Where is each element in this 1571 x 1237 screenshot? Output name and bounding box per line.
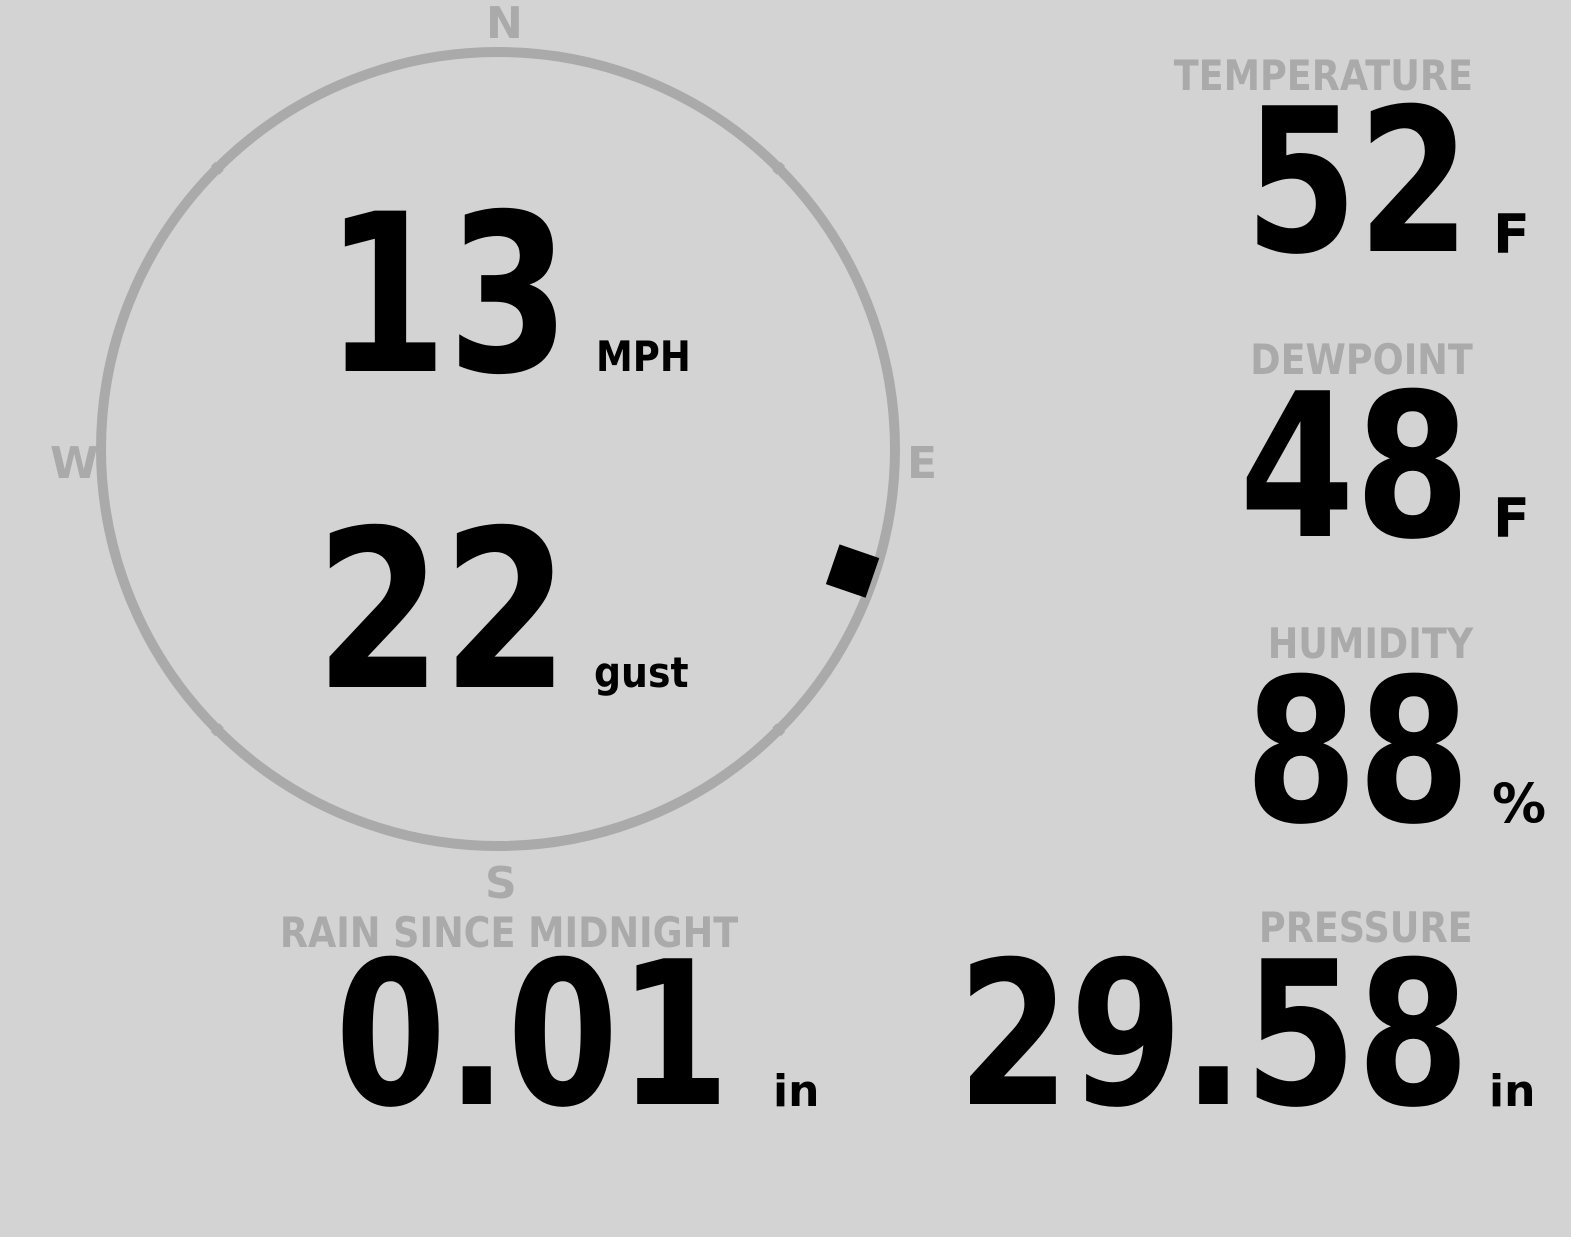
dewpoint-unit: F [1493,487,1530,550]
pressure-label: PRESSURE [1259,903,1473,952]
compass-tick [210,161,224,175]
pressure-unit: in [1489,1066,1536,1117]
rain-unit: in [773,1066,820,1117]
dewpoint-label: DEWPOINT [1250,335,1473,384]
pressure-value: 29.58 [957,919,1470,1152]
temperature-unit: F [1493,203,1530,266]
compass-ticks [210,161,786,737]
compass-tick [772,161,786,175]
rain-value: 0.01 [335,919,730,1152]
dewpoint-value: 48 [1238,351,1470,584]
wind-gust-label: gust [594,648,689,697]
compass-tick [210,723,224,737]
compass-east-label: E [907,438,938,489]
humidity-value: 88 [1244,636,1470,869]
wind-speed-value: 13 [325,167,570,423]
wind-gust-value: 22 [315,483,570,739]
rain-label: RAIN SINCE MIDNIGHT [279,908,739,957]
compass-ring [96,47,900,851]
temperature-label: TEMPERATURE [1173,51,1473,100]
wind-direction-marker [825,544,880,598]
compass-south-label: S [485,858,517,909]
compass-west-label: W [50,438,99,489]
compass-tick [772,723,786,737]
compass-north-label: N [486,0,523,49]
temperature-value: 52 [1244,66,1470,299]
humidity-label: HUMIDITY [1267,619,1473,668]
humidity-unit: % [1492,772,1547,835]
wind-speed-unit: MPH [596,332,691,381]
